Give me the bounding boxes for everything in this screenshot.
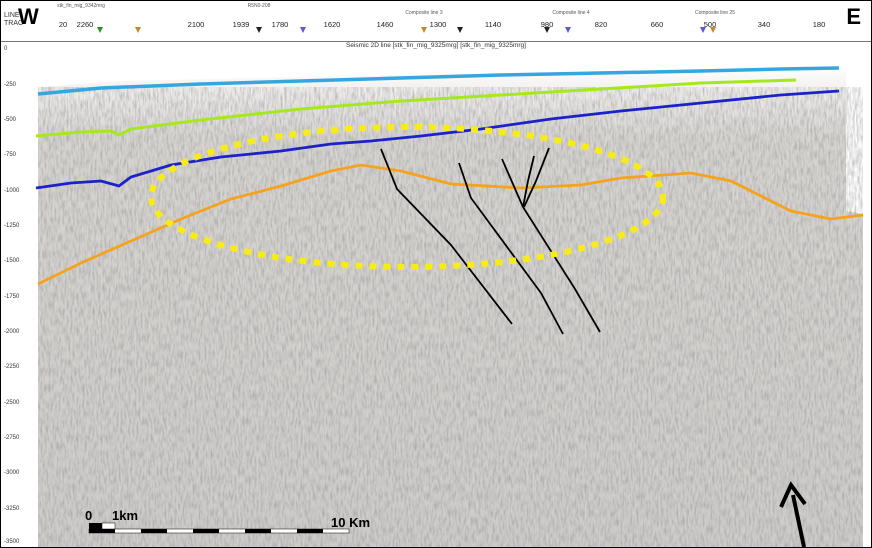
seafloor-horizon [37,66,840,96]
mid-horizon [35,89,840,190]
scale-1km-label: 1km [112,508,139,523]
trace-number: 980 [540,20,554,29]
tie-line-marker [135,27,141,33]
tie-line-marker [710,27,716,33]
fault-line [458,162,564,335]
arrow-up-icon [779,481,807,547]
tie-line-label: Composite line 4 [552,10,590,16]
tie-line-label: Composite line 25 [694,10,736,16]
tie-line-marker [457,27,463,33]
depth-tick-label: -3000 [4,470,20,476]
shallow-horizon [35,78,797,138]
depth-tick-label: -2750 [4,435,20,441]
depth-tick-label: -3500 [4,539,20,545]
depth-tick-label: -750 [4,152,17,158]
trace-label: TRAC [4,20,24,27]
trace-number: 1460 [376,20,394,29]
tie-line-marker [300,27,306,33]
highlight-ellipse [148,124,666,270]
tie-line-label: Composite line 3 [405,10,443,16]
depth-tick-label: -1500 [4,258,20,264]
trace-number: 1780 [271,20,289,29]
tie-line-marker [565,27,571,33]
trace-number: 180 [812,20,826,29]
depth-tick-label: -2250 [4,364,20,370]
depth-tick-label: -3250 [4,506,20,512]
trace-number: 1140 [484,20,502,29]
depth-tick-label: -250 [4,82,17,88]
depth-tick-label: -500 [4,117,17,123]
trace-header: LINE TRAC W E 20 2260 2100 1939 1780 162… [1,1,871,42]
depth-tick-label: -1750 [4,294,20,300]
trace-number: 820 [594,20,608,29]
tie-line-marker [97,27,103,33]
trace-number: 1939 [232,20,250,29]
west-label: W [18,4,39,29]
trace-number: 340 [757,20,771,29]
tie-line-label: R5N0-208 [247,3,271,9]
depth-tick-label: -1250 [4,223,20,229]
tie-line-label: stk_fin_mig_9342mrg [57,3,105,9]
line-label: LINE [4,12,20,19]
fault-line [523,147,550,208]
trace-number: 500 [703,20,717,29]
trace-number: 20 [58,20,68,29]
scale-bar [88,522,350,534]
tie-line-marker [700,27,706,33]
fault-lines [380,147,601,335]
east-label: E [846,4,861,29]
depth-tick-label: -1000 [4,188,20,194]
scale-zero-label: 0 [85,508,93,523]
trace-number: 660 [650,20,664,29]
trace-number: 2260 [76,20,94,29]
fault-line [522,155,535,208]
depth-tick-label: 0 [4,46,8,52]
tie-line-marker [421,27,427,33]
depth-tick-label: -2000 [4,329,20,335]
fault-line [380,148,513,325]
tie-line-marker [544,27,550,33]
trace-number: 1300 [429,20,447,29]
trace-number: 1620 [323,20,341,29]
tie-line-marker [256,27,262,33]
depth-tick-label: -2500 [4,400,20,406]
fault-line [501,158,601,333]
scale-10km-label: 10 Km [331,515,371,530]
section-title: Seismic 2D line [stk_fin_mig_9325mrg] [s… [346,42,526,49]
trace-number: 2100 [187,20,205,29]
